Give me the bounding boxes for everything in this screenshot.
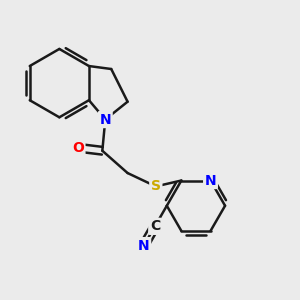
Text: N: N — [100, 112, 111, 127]
Text: S: S — [151, 179, 161, 194]
Text: N: N — [138, 238, 150, 253]
Text: C: C — [150, 219, 160, 233]
Text: N: N — [205, 173, 216, 188]
Text: O: O — [72, 141, 84, 155]
